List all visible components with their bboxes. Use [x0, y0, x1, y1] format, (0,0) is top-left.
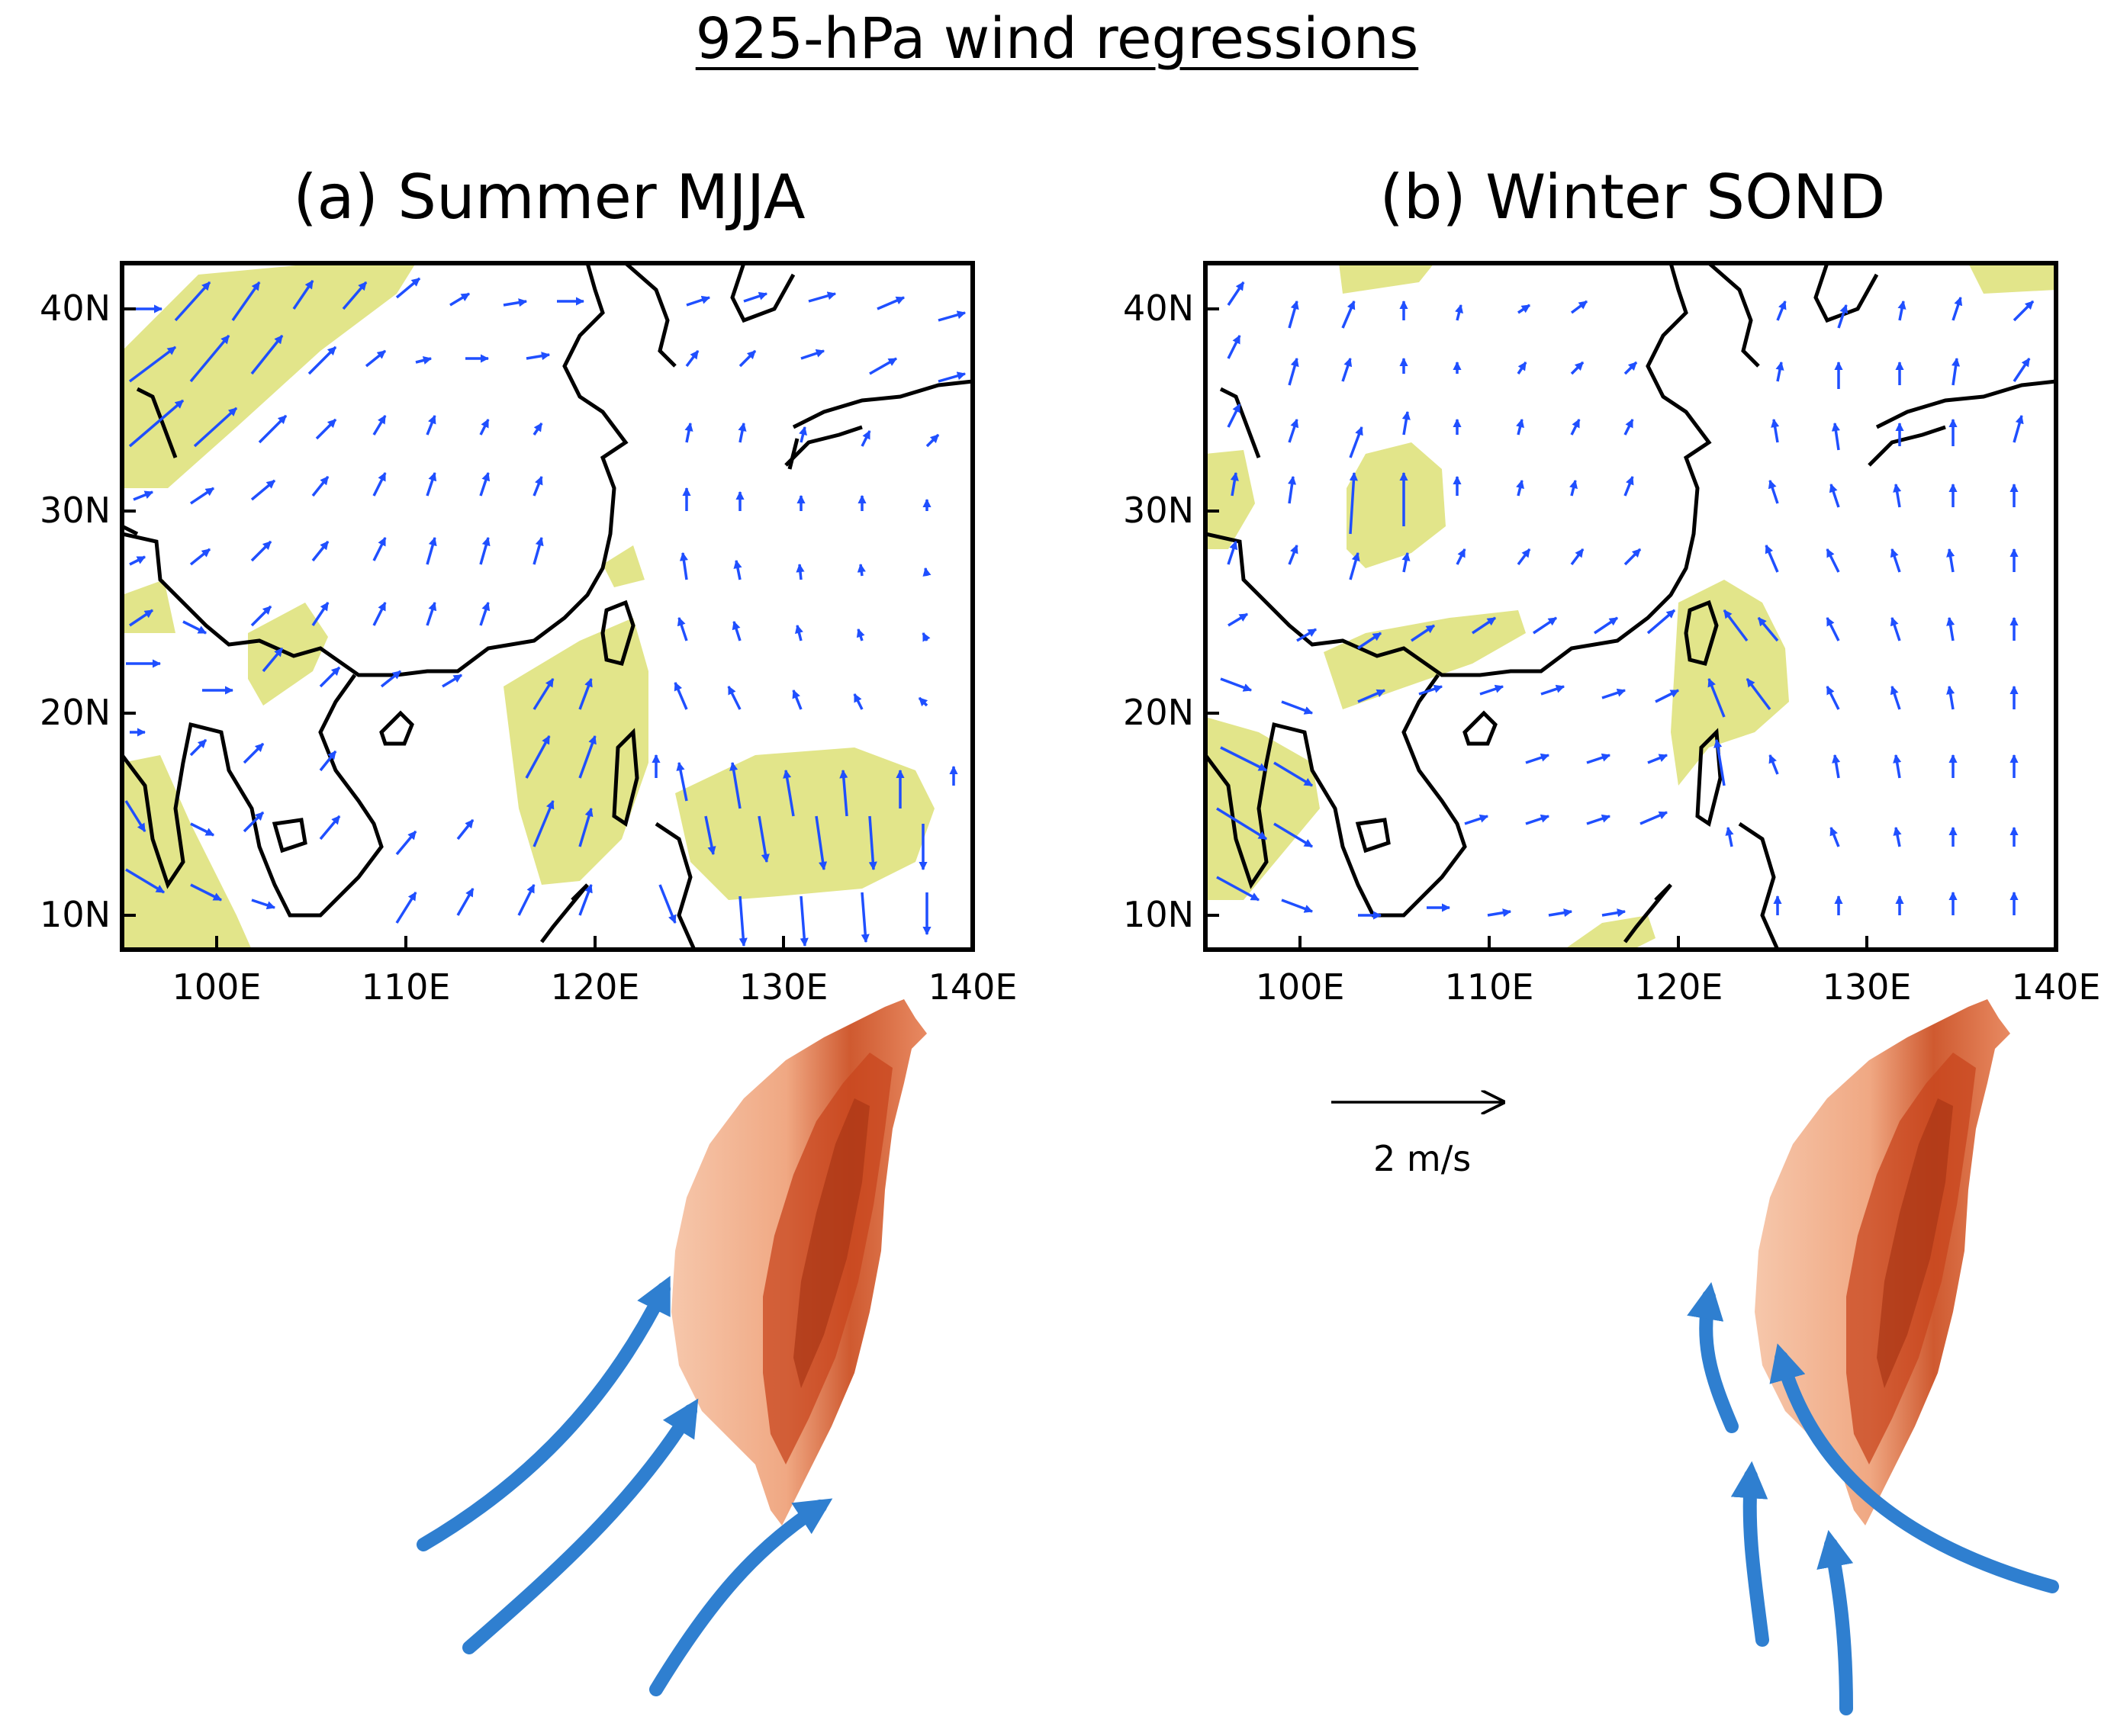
panel-a-lat-ticks [122, 307, 136, 917]
lon-tick-label: 120E [1634, 966, 1723, 1008]
taiwan-topography-b [1755, 999, 2010, 1525]
wind-vectors [124, 277, 967, 947]
lat-tick-label: 20N [1123, 692, 1194, 733]
shading-region [122, 580, 175, 633]
coastline [1205, 263, 2056, 950]
taiwan-ridge [793, 1098, 870, 1388]
shading-region [675, 747, 935, 900]
lon-tick-label: 140E [2012, 966, 2101, 1008]
shading-region [1564, 915, 1655, 950]
flow-arrow [1730, 1461, 1769, 1647]
coastline [122, 263, 973, 950]
lat-tick-label: 10N [1123, 894, 1194, 935]
flow-arrow [1816, 1529, 1854, 1715]
shading-region [504, 618, 648, 885]
panel-b-lon-ticks [1298, 936, 2058, 950]
lat-tick-label: 40N [40, 288, 111, 329]
shading-region [1347, 442, 1446, 568]
panel-a-title: (a) Summer MJJA [293, 162, 806, 233]
shading-region [1671, 580, 1789, 786]
lat-tick-label: 20N [40, 692, 111, 733]
lat-tick-label: 10N [40, 894, 111, 935]
flow-arrow [462, 1398, 699, 1654]
flow-arrow [649, 1498, 833, 1696]
lon-tick-label: 100E [1256, 966, 1345, 1008]
reference-vector: 2 m/s [1331, 1102, 1503, 1179]
wind-vectors [1216, 281, 2035, 920]
reference-vector-label: 2 m/s [1373, 1138, 1471, 1179]
taiwan-ridge [1877, 1098, 1953, 1388]
panel-a-lon-ticks [215, 936, 974, 950]
panel-b-lat-ticks [1205, 307, 1219, 917]
lon-tick-label: 110E [1445, 966, 1534, 1008]
panel-b-map: 40N 30N 20N 10N 100E 110E 120E 130E 140E [1123, 261, 2101, 1008]
panel-a-frame [120, 261, 975, 952]
flow-arrow [1769, 1343, 2059, 1593]
shading-region [603, 545, 645, 587]
shading-region [122, 263, 416, 488]
lon-tick-label: 120E [551, 966, 640, 1008]
lat-tick-label: 30N [40, 490, 111, 531]
lat-tick-label: 40N [1123, 288, 1194, 329]
shading-region [122, 755, 252, 950]
lon-tick-label: 130E [1823, 966, 1912, 1008]
flow-arrow [417, 1275, 671, 1551]
panel-b-frame [1203, 261, 2058, 952]
lon-tick-label: 130E [739, 966, 829, 1008]
lat-tick-label: 30N [1123, 490, 1194, 531]
flow-arrow [1687, 1281, 1739, 1433]
panel-b-title: (b) Winter SOND [1379, 162, 1886, 233]
flow-arrows-a [417, 1275, 833, 1696]
shading-region [1339, 263, 1434, 294]
panel-a-map: 40N 30N 20N 10N 100E 110E 120E 130E 140E [40, 261, 1018, 1008]
figure-title: 925-hPa wind regressions [695, 6, 1419, 72]
lon-tick-label: 140E [928, 966, 1018, 1008]
taiwan-topography-a [671, 999, 927, 1525]
shading-region [1205, 450, 1255, 549]
lon-tick-label: 110E [362, 966, 451, 1008]
flow-arrows-b [1687, 1281, 2059, 1715]
shading-region [1968, 263, 2056, 294]
lon-tick-label: 100E [172, 966, 262, 1008]
shading-region [1205, 717, 1320, 900]
